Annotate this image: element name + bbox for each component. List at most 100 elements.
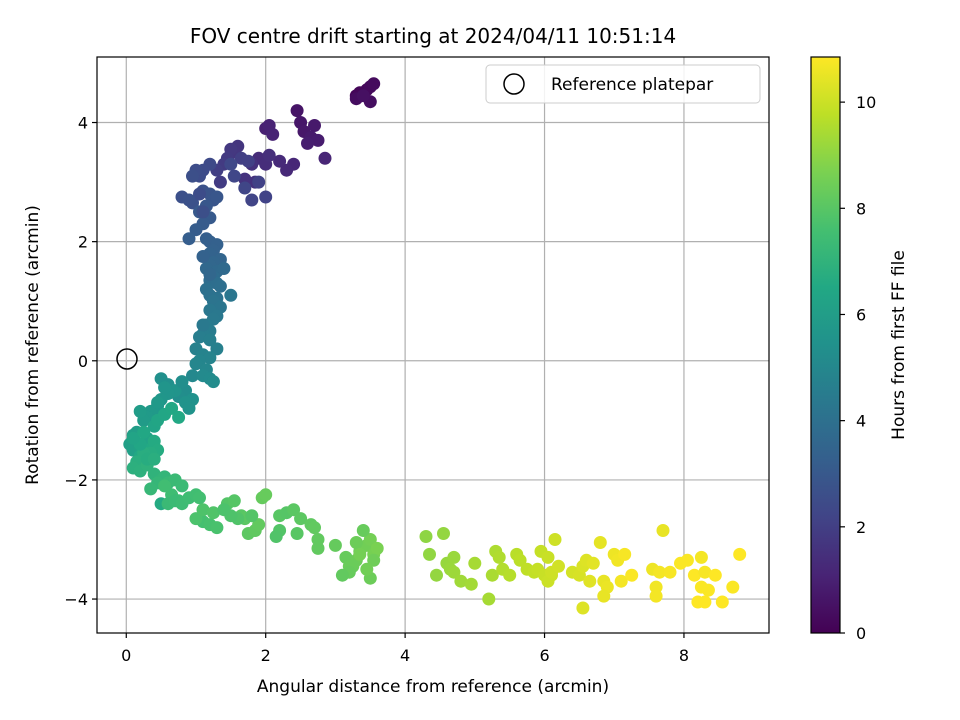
scatter-point (576, 601, 590, 615)
x-tick-label: 0 (121, 646, 131, 665)
scatter-point (287, 503, 301, 517)
scatter-point (698, 565, 712, 579)
scatter-point (217, 503, 231, 517)
legend-label: Reference platepar (551, 75, 713, 95)
colorbar-tick-label: 0 (856, 624, 866, 643)
scatter-point (186, 369, 199, 383)
scatter-point (210, 521, 224, 535)
scatter-point (353, 547, 367, 561)
scatter-point (335, 568, 349, 582)
scatter-point (147, 452, 161, 466)
scatter-point (227, 494, 241, 508)
scatter-point (513, 553, 527, 567)
scatter-point (733, 547, 747, 561)
scatter-point (614, 574, 628, 588)
scatter-point (618, 547, 632, 561)
colorbar-label: Hours from first FF file (889, 250, 909, 440)
scatter-point (597, 589, 611, 603)
scatter-point (210, 342, 224, 356)
colorbar-tick-label: 4 (856, 412, 866, 431)
scatter-point (301, 136, 314, 150)
scatter-point (663, 565, 677, 579)
x-axis-label: Angular distance from reference (arcmin) (257, 677, 609, 697)
colorbar-tick-label: 8 (856, 199, 866, 218)
scatter-point (485, 568, 499, 582)
scatter-point (196, 503, 210, 517)
scatter-point (158, 479, 172, 493)
colorbar (810, 56, 841, 634)
y-tick-label: −2 (64, 471, 88, 490)
legend: Reference platepar (485, 64, 761, 104)
scatter-point (586, 556, 600, 570)
scatter-point (649, 589, 663, 603)
scatter-point (503, 568, 517, 582)
scatter-point (552, 559, 565, 573)
scatter-point (583, 574, 597, 588)
x-tick-label: 4 (400, 646, 410, 665)
y-tick-label: 4 (78, 114, 88, 133)
scatter-point (447, 550, 461, 564)
scatter-point (311, 541, 325, 555)
scatter-point (266, 127, 280, 141)
scatter-point (715, 595, 729, 609)
scatter-point (273, 154, 287, 168)
scatter-point (363, 533, 377, 546)
y-tick-label: 2 (78, 233, 88, 252)
scatter-point (419, 530, 433, 543)
x-tick-label: 8 (679, 646, 689, 665)
scatter-point (356, 89, 370, 103)
scatter-point (210, 190, 224, 204)
scatter-point (280, 163, 294, 177)
scatter-point (133, 404, 147, 418)
scatter-point (308, 521, 321, 535)
plot-frame (96, 56, 770, 634)
scatter-point (367, 77, 381, 91)
scatter-point (189, 512, 203, 526)
scatter-point (698, 595, 712, 609)
scatter-point (224, 157, 238, 171)
scatter-point (262, 148, 276, 162)
scatter-point (193, 187, 206, 201)
scatter-point (196, 205, 210, 219)
scatter-point (196, 318, 210, 332)
scatter-point (151, 396, 165, 409)
scatter-point (175, 479, 189, 493)
scatter-point (158, 381, 172, 395)
scatter-point (454, 574, 468, 588)
colorbar-tick-label: 6 (856, 305, 866, 324)
scatter-point (687, 568, 701, 582)
x-axis-ticks: 0 2 4 6 8 (121, 633, 689, 665)
scatter-point (203, 333, 217, 347)
scatter-point (653, 565, 667, 579)
y-tick-label: −4 (64, 590, 88, 609)
scatter-point (726, 580, 740, 594)
scatter-point (437, 527, 450, 540)
scatter-point (294, 512, 308, 526)
colorbar-ticks: 0 2 4 6 8 10 (840, 93, 876, 643)
scatter-point (430, 568, 443, 582)
scatter-point (290, 527, 304, 540)
scatter-points (123, 77, 747, 615)
scatter-point (290, 104, 304, 118)
scatter-point (224, 288, 238, 302)
scatter-point (172, 410, 186, 424)
scatter-point (694, 550, 708, 564)
scatter-point (649, 580, 663, 594)
scatter-point (245, 193, 259, 207)
scatter-point (318, 151, 332, 165)
scatter-point (252, 175, 266, 189)
colorbar-tick-label: 2 (856, 518, 866, 537)
scatter-point (196, 250, 210, 263)
scatter-point (269, 530, 283, 543)
scatter-point (206, 375, 220, 389)
legend-box (485, 64, 761, 104)
scatter-point (175, 375, 189, 389)
scatter-point (238, 181, 252, 195)
scatter-point (656, 524, 670, 537)
scatter-point (593, 536, 607, 549)
scatter-point (189, 223, 203, 237)
scatter-point (328, 538, 342, 552)
scatter-point (468, 556, 482, 570)
scatter-point (356, 524, 370, 537)
